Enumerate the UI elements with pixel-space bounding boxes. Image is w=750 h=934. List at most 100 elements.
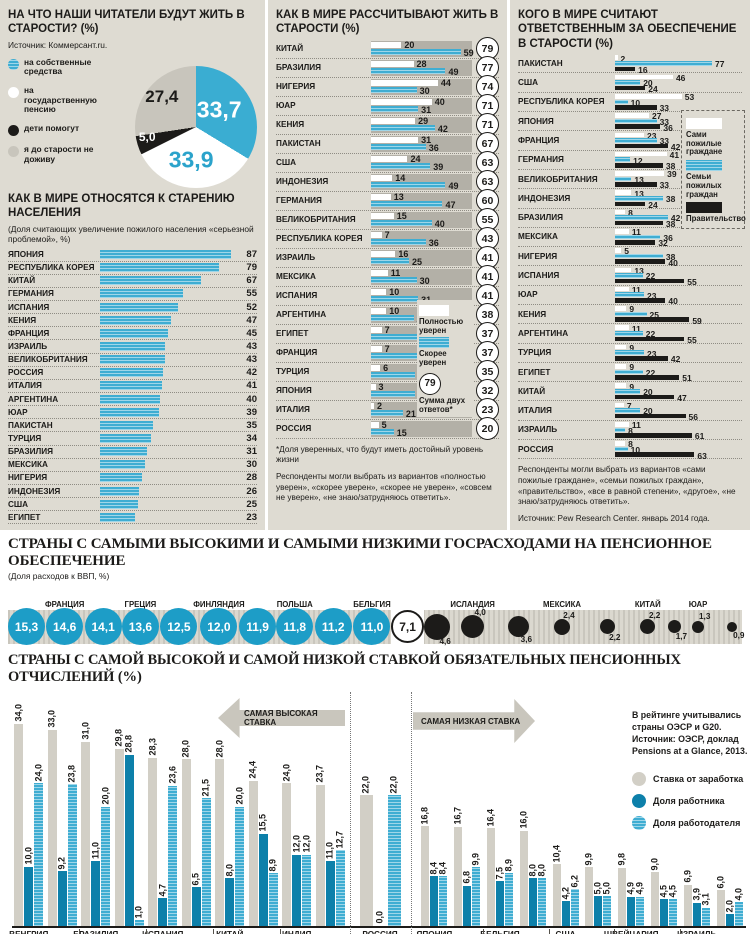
- value-label: 20: [643, 78, 653, 89]
- family-bar: [615, 195, 663, 201]
- value-label: 24,0: [33, 763, 44, 782]
- rather-value: 21: [405, 409, 416, 420]
- country-label: ВЕЛИКОБРИТАНИЯ: [276, 215, 356, 225]
- value-label: 40: [668, 257, 678, 268]
- country-column: 22,0 0,0 22,0 РОССИЯ: [356, 686, 404, 934]
- value-label: 10,4: [551, 844, 562, 863]
- country-label: ИТАЛИЯ: [276, 405, 310, 415]
- white-swatch-icon: [8, 87, 19, 99]
- fully-confident-bar: [371, 421, 379, 428]
- employer-bar: 6,2: [569, 875, 579, 926]
- country-column: 24,415,58,9СЛОВЕНИЯ: [247, 686, 281, 926]
- value-label: 9,9: [583, 852, 594, 866]
- rather-value: 59: [463, 48, 474, 59]
- value-label: 28,0: [214, 739, 225, 758]
- government-swatch: [686, 202, 722, 214]
- country-label: ИЗРАИЛЬ: [518, 425, 558, 435]
- self-bar: [615, 402, 624, 408]
- country-label: ГЕРМАНИЯ: [8, 289, 54, 299]
- aging-bar: [100, 368, 163, 378]
- aging-row: ВЕЛИКОБРИТАНИЯ 43: [8, 354, 257, 367]
- country-label: ИСПАНИЯ: [276, 291, 318, 301]
- government-bar: [615, 66, 636, 72]
- employee-bar: 8,4: [429, 862, 439, 926]
- country-label: ИТАЛИЯ: [8, 381, 42, 391]
- value-label: 24,0: [281, 763, 292, 782]
- employee-bar: 12,0: [291, 835, 302, 926]
- value-bubble: 11,8: [276, 608, 314, 645]
- total-bar: 29,8: [114, 729, 124, 926]
- country-column: 34,0 10,0 24,0 ВЕНГРИЯ: [9, 686, 48, 934]
- employer-bar: 22,0: [387, 776, 401, 926]
- spending-subtitle: (Доля расходов к ВВП, %): [8, 571, 110, 581]
- value-label: 22,0: [388, 775, 399, 794]
- country-label: КИТАЙ: [518, 386, 546, 396]
- fully-confident-bar: [371, 383, 376, 390]
- country-column: 9,95,05,0КАНАДА: [582, 686, 615, 926]
- total-circle: 38: [476, 303, 499, 327]
- total-bar: 34,0: [13, 704, 24, 926]
- value-label: 21,5: [200, 778, 211, 797]
- fully-value: 24: [410, 154, 421, 165]
- aging-row: ЮАР 39: [8, 406, 257, 420]
- spending-item: МЕКСИКА 2,4: [543, 583, 581, 671]
- country-label: КЕНИЯ: [276, 120, 305, 130]
- value-label: 2: [620, 53, 626, 64]
- total-bar: 28,3: [147, 738, 158, 926]
- value-label: 11: [631, 420, 641, 431]
- aging-row: РЕСПУБЛИКА КОРЕЯ 79: [8, 262, 257, 275]
- expect-row: РЕСПУБЛИКА КОРЕЯ 7 36 43: [276, 227, 499, 251]
- value-label: 9,2: [56, 856, 67, 870]
- value-bubble: 14,1: [84, 608, 122, 645]
- country-column: 28,06,521,5ЧЕХИЯ: [180, 686, 214, 926]
- employer-bar: 12,7: [335, 831, 345, 926]
- label-tick: [212, 929, 214, 934]
- fully-confident-bar: [371, 193, 391, 200]
- aging-title: КАК В МИРЕ ОТНОСЯТСЯ К СТАРЕНИЮ НАСЕЛЕНИ…: [8, 192, 235, 220]
- value-label: 6,0: [715, 875, 726, 889]
- value-label: 20: [643, 406, 653, 417]
- country-column: 31,0 11,0 20,0 БРАЗИЛИЯ: [73, 686, 118, 934]
- country-label: ФИНЛЯНДИЯ: [193, 600, 245, 610]
- rather-value: 30: [419, 86, 430, 97]
- value-label: 2,0: [724, 899, 735, 913]
- country-label: РОССИЯ: [362, 930, 397, 934]
- fully-confident-bar: [371, 326, 382, 333]
- total-bar: 6,0: [715, 876, 725, 926]
- highest-rate-arrow-label: САМАЯ ВЫСОКАЯ СТАВКА: [244, 709, 318, 727]
- value-label: 38: [665, 219, 676, 230]
- value-label: 28,8: [123, 735, 134, 753]
- country-label: БРАЗИЛИЯ: [276, 63, 322, 73]
- country-column: 23,711,012,7АРГЕНТИНА: [314, 686, 348, 926]
- value-label: 13: [634, 188, 644, 199]
- country-label: ИЗРАИЛЬ: [677, 930, 716, 934]
- government-bar: [615, 355, 668, 361]
- self-bar: [615, 306, 627, 311]
- responsible-row: КЕНИЯ 9 25 59: [518, 304, 742, 326]
- family-bar: [615, 253, 663, 259]
- pie-legend-item: я до старости не доживу: [8, 144, 135, 164]
- country-label: МЕКСИКА: [8, 460, 48, 470]
- rather-value: 15: [396, 428, 407, 439]
- responsible-footnote: Респонденты могли выбрать из вариантов «…: [518, 465, 736, 507]
- value-label: 55: [246, 288, 257, 300]
- fully-value: 11: [390, 268, 401, 279]
- self-bar: [615, 286, 629, 292]
- government-bar: [615, 105, 657, 110]
- value-label: 38: [665, 252, 676, 263]
- country-label: ИНДОНЕЗИЯ: [276, 177, 329, 187]
- fully-confident-bar: [371, 345, 382, 352]
- fully-confident-bar: [371, 307, 387, 314]
- value-label: 47: [677, 392, 687, 403]
- expect-row: ВЕЛИКОБРИТАНИЯ 15 40 55: [276, 208, 499, 232]
- expect-row: РОССИЯ 5 15 20: [276, 417, 499, 441]
- country-label: ВЕЛИКОБРИТАНИЯ: [518, 174, 598, 184]
- value-bubble: 3,6: [508, 616, 532, 644]
- rates-group-high: 34,010,024,0ВЕНГРИЯ33,09,223,8ИТАЛИЯ31,0…: [9, 686, 348, 934]
- country-label: КИТАЙ: [8, 276, 36, 286]
- aging-row: КЕНИЯ 47: [8, 314, 257, 328]
- country-label: ЕГИПЕТ: [8, 512, 41, 522]
- rather-value: 40: [434, 219, 445, 230]
- aging-bar: [100, 394, 160, 404]
- employee-bar: 4,2: [560, 887, 570, 926]
